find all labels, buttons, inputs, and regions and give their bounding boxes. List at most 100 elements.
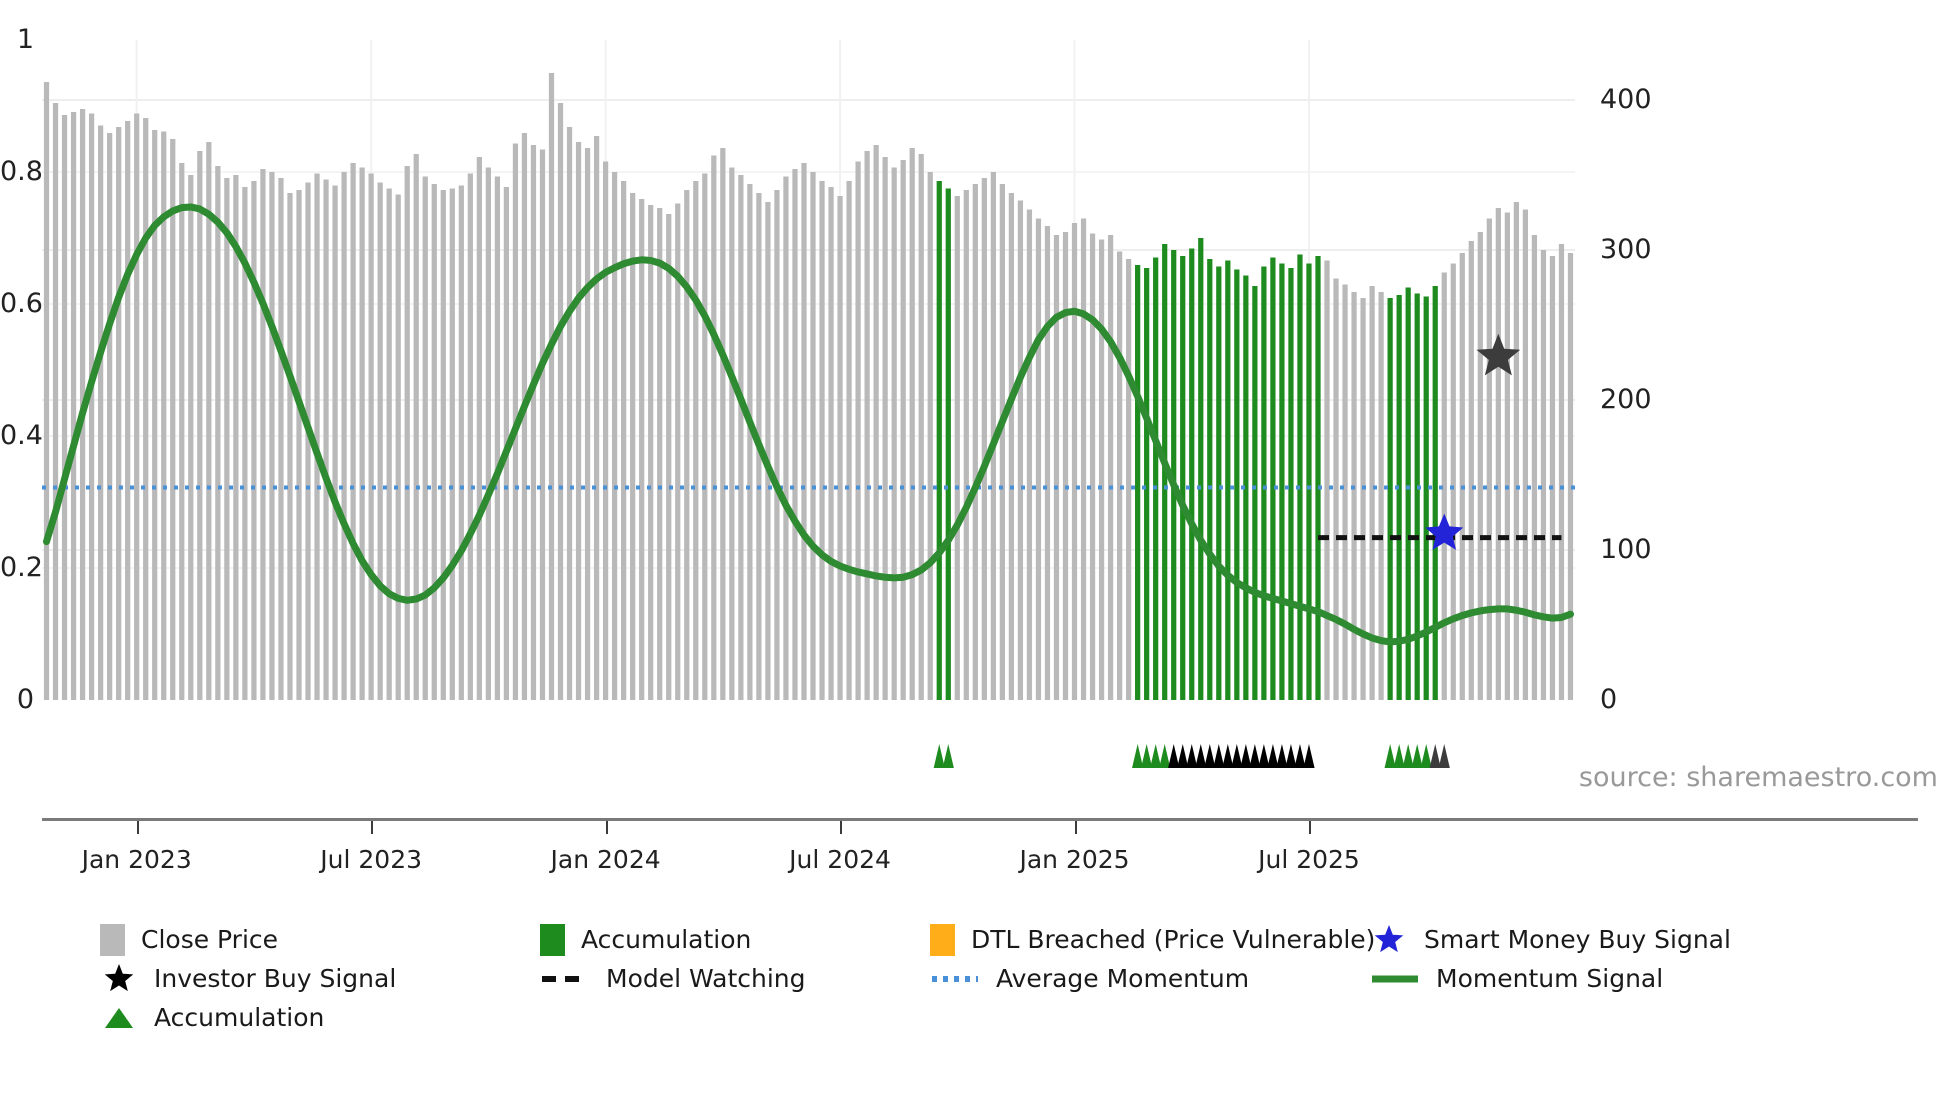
- close-price-bar: [305, 182, 311, 700]
- legend-color-swatch-icon: [540, 923, 565, 956]
- close-price-bar: [630, 193, 636, 700]
- accumulation-triangle-marker: [1420, 744, 1432, 768]
- legend-item[interactable]: Accumulation: [100, 998, 540, 1037]
- accumulation-bar: [1261, 266, 1267, 700]
- close-price-bar: [963, 190, 969, 700]
- close-price-bar: [116, 127, 122, 700]
- legend-item[interactable]: Accumulation: [540, 920, 930, 959]
- x-axis-tick-label: Jan 2025: [1019, 845, 1130, 874]
- close-price-bar: [197, 151, 203, 700]
- source-watermark: source: sharemaestro.com: [1578, 762, 1938, 793]
- x-axis-tick-mark: [605, 821, 608, 834]
- triangle-canvas: [933, 744, 1450, 768]
- close-price-bar: [648, 205, 654, 700]
- close-price-bar: [1477, 232, 1483, 700]
- chart-canvas: [42, 40, 1575, 700]
- legend-item-label: Model Watching: [606, 964, 806, 993]
- close-price-bar: [593, 136, 600, 700]
- x-axis-tick-mark: [1308, 821, 1311, 834]
- accumulation-triangle-marker: [1303, 744, 1315, 768]
- y-axis-right-tick-label: 100: [1600, 534, 1652, 565]
- close-price-bar: [1540, 250, 1547, 700]
- close-price-bar: [1504, 212, 1510, 700]
- close-price-bar: [431, 184, 437, 700]
- close-price-bar: [792, 169, 798, 700]
- close-price-bar: [88, 113, 95, 700]
- close-price-bar: [395, 194, 401, 700]
- accumulation-bar: [1216, 266, 1222, 700]
- close-price-bar: [386, 188, 392, 700]
- accumulation-triangle-marker: [1141, 744, 1153, 768]
- y-axis-right-tick-label: 200: [1600, 384, 1652, 415]
- close-price-bar: [621, 181, 627, 700]
- close-price-bar: [1116, 251, 1123, 700]
- close-price-bar: [161, 131, 167, 700]
- x-axis-tick-mark: [840, 821, 843, 834]
- accumulation-triangle-marker: [1150, 744, 1162, 768]
- close-price-bar: [1459, 253, 1465, 700]
- accumulation-bar: [1297, 254, 1303, 700]
- legend-item[interactable]: Momentum Signal: [1370, 959, 1770, 998]
- accumulation-bar: [945, 188, 951, 700]
- close-price-bar: [1333, 278, 1339, 700]
- legend-item[interactable]: Model Watching: [540, 959, 930, 998]
- close-price-bar: [909, 148, 915, 700]
- accumulation-bar: [1252, 286, 1258, 700]
- legend-item[interactable]: DTL Breached (Price Vulnerable): [930, 920, 1375, 959]
- legend-item[interactable]: Smart Money Buy Signal: [1370, 920, 1770, 959]
- y-axis-right-tick-label: 300: [1600, 234, 1652, 265]
- close-price-bar: [999, 184, 1005, 700]
- legend-item[interactable]: Investor Buy Signal: [100, 959, 540, 998]
- close-price-bar: [107, 133, 113, 700]
- legend-item-label: DTL Breached (Price Vulnerable): [971, 925, 1376, 954]
- y-axis-left-tick-label: 1: [16, 24, 34, 55]
- accumulation-triangle-marker: [1159, 744, 1171, 768]
- close-price-bar: [314, 173, 320, 700]
- close-price-bar: [494, 176, 501, 700]
- close-price-bar: [61, 115, 68, 700]
- accumulation-bar: [1306, 263, 1312, 700]
- accumulation-triangle-marker: [1132, 744, 1144, 768]
- close-price-bar: [602, 161, 609, 700]
- triangle-icon: [105, 1007, 133, 1028]
- close-price-bar: [233, 175, 239, 700]
- close-price-bar: [143, 118, 149, 700]
- accumulation-bar: [1207, 259, 1213, 700]
- accumulation-triangle-marker: [933, 744, 945, 768]
- accumulation-bar: [1270, 257, 1276, 700]
- close-price-bar: [359, 167, 365, 700]
- legend-item[interactable]: Average Momentum: [930, 959, 1370, 998]
- close-price-bar: [125, 121, 131, 700]
- close-price-bar: [711, 155, 717, 700]
- close-price-bar: [765, 202, 771, 700]
- accumulation-triangle-marker: [1168, 744, 1180, 768]
- close-price-bar: [882, 157, 888, 700]
- close-price-bar: [440, 190, 446, 700]
- accumulation-triangle-marker: [1249, 744, 1261, 768]
- close-price-bar: [1513, 202, 1520, 700]
- close-price-bar: [927, 172, 933, 700]
- accumulation-bar: [1225, 260, 1231, 700]
- legend-item-label: Average Momentum: [996, 964, 1250, 993]
- x-axis-tick-label: Jan 2023: [81, 845, 192, 874]
- legend-item[interactable]: Close Price: [100, 920, 540, 959]
- close-price-bar: [377, 182, 383, 700]
- close-price-bar: [323, 179, 329, 700]
- close-price-bar: [179, 163, 185, 700]
- close-price-bar: [819, 181, 825, 700]
- legend-item-label: Smart Money Buy Signal: [1424, 925, 1731, 954]
- x-axis-tick-label: Jul 2025: [1258, 845, 1360, 874]
- close-price-bar: [530, 145, 537, 700]
- star-icon: [104, 963, 134, 991]
- close-price-bar: [981, 178, 987, 700]
- y-axis-left-tick-label: 0.4: [0, 420, 43, 451]
- close-price-bar: [738, 175, 744, 700]
- close-price-bar: [224, 178, 230, 700]
- accumulation-triangle-marker: [1258, 744, 1270, 768]
- close-price-bar: [1468, 241, 1474, 700]
- accumulation-triangle-marker: [1276, 744, 1288, 768]
- close-price-bar: [449, 188, 455, 700]
- close-price-bar: [891, 167, 897, 700]
- accumulation-triangle-marker: [1285, 744, 1297, 768]
